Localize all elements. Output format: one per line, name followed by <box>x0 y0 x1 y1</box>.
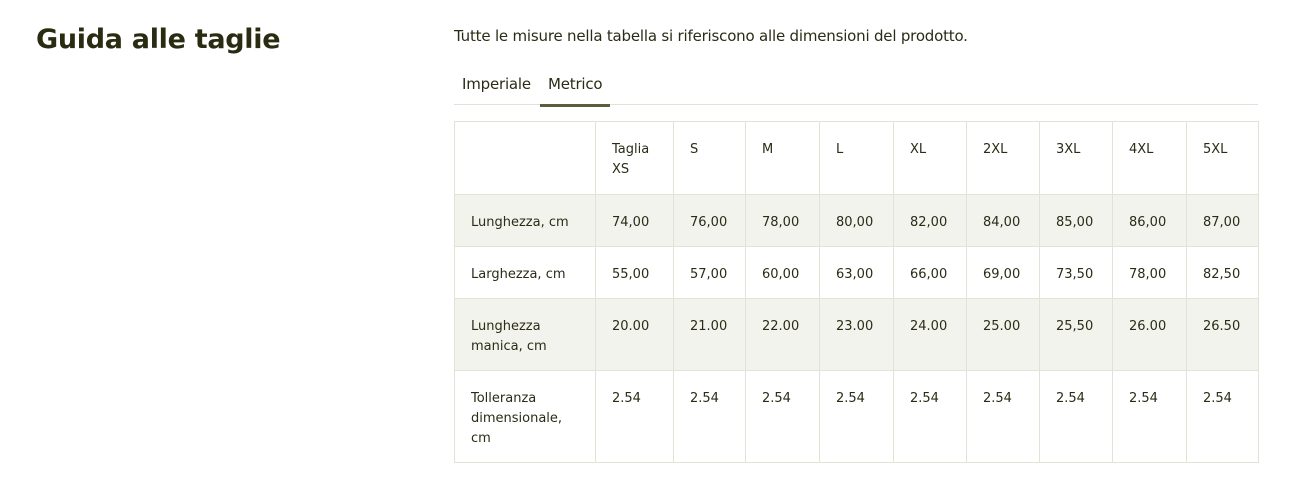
size-header: 4XL <box>1112 121 1187 195</box>
size-header: L <box>819 121 894 195</box>
table-row: Lunghezza manica, cm 20.00 21.00 22.00 23.00… <box>454 298 1259 371</box>
measurement-cell: 21.00 <box>673 298 746 371</box>
size-header: 5XL <box>1186 121 1259 195</box>
measurement-cell: 55,00 <box>595 246 674 299</box>
table-row: Lunghezza, cm 74,00 76,00 78,00 80,00 82,00 84… <box>454 194 1259 247</box>
row-label: Larghezza, cm <box>454 246 596 299</box>
measurement-cell: 24.00 <box>893 298 967 371</box>
row-label: Lunghezza, cm <box>454 194 596 247</box>
measurement-cell: 86,00 <box>1112 194 1187 247</box>
measurement-cell: 69,00 <box>966 246 1040 299</box>
measurement-cell: 20.00 <box>595 298 674 371</box>
page-title: Guida alle taglie <box>36 24 281 55</box>
measurement-cell: 2.54 <box>819 370 894 463</box>
tab-imperiale[interactable]: Imperiale <box>462 75 531 93</box>
tab-metrico[interactable]: Metrico <box>540 75 611 107</box>
measurement-cell: 80,00 <box>819 194 894 247</box>
header-row: Taglia XS S M L XL 2XL 3XL 4XL 5XL <box>454 121 1259 195</box>
measurement-cell: 2.54 <box>673 370 746 463</box>
measurement-cell: 2.54 <box>595 370 674 463</box>
measurement-cell: 2.54 <box>1112 370 1187 463</box>
measurement-cell: 57,00 <box>673 246 746 299</box>
measurement-cell: 2.54 <box>893 370 967 463</box>
size-header: Taglia XS <box>595 121 674 195</box>
measurement-cell: 2.54 <box>745 370 820 463</box>
measurement-cell: 82,00 <box>893 194 967 247</box>
measurement-cell: 78,00 <box>1112 246 1187 299</box>
size-header: S <box>673 121 746 195</box>
measurement-cell: 25,50 <box>1039 298 1113 371</box>
measurement-cell: 2.54 <box>966 370 1040 463</box>
size-header: M <box>745 121 820 195</box>
row-label: Lunghezza manica, cm <box>454 298 596 371</box>
measurement-cell: 22.00 <box>745 298 820 371</box>
measurement-cell: 60,00 <box>745 246 820 299</box>
measurement-cell: 2.54 <box>1039 370 1113 463</box>
measurement-cell: 66,00 <box>893 246 967 299</box>
measurement-cell: 76,00 <box>673 194 746 247</box>
measurement-cell: 63,00 <box>819 246 894 299</box>
measurement-cell: 26.00 <box>1112 298 1187 371</box>
row-label: Tolleranza dimensionale, cm <box>454 370 596 463</box>
intro-text: Tutte le misure nella tabella si riferis… <box>454 27 968 45</box>
measurement-cell: 85,00 <box>1039 194 1113 247</box>
measurement-cell: 78,00 <box>745 194 820 247</box>
measurement-cell: 23.00 <box>819 298 894 371</box>
size-header: XL <box>893 121 967 195</box>
measurement-cell: 25.00 <box>966 298 1040 371</box>
size-table: Taglia XS S M L XL 2XL 3XL 4XL 5XL Lunghezza, cm 7… <box>454 121 1259 463</box>
measurement-cell: 74,00 <box>595 194 674 247</box>
unit-tabs: Imperiale Metrico <box>454 70 1258 107</box>
table-row: Larghezza, cm 55,00 57,00 60,00 63,00 66,00 69… <box>454 246 1259 299</box>
measurement-cell: 82,50 <box>1186 246 1259 299</box>
measurement-cell: 84,00 <box>966 194 1040 247</box>
empty-header <box>454 121 596 195</box>
table-row: Tolleranza dimensionale, cm 2.54 2.54 2.54 2… <box>454 370 1259 463</box>
measurement-cell: 73,50 <box>1039 246 1113 299</box>
measurement-cell: 2.54 <box>1186 370 1259 463</box>
size-header: 3XL <box>1039 121 1113 195</box>
measurement-cell: 87,00 <box>1186 194 1259 247</box>
measurement-cell: 26.50 <box>1186 298 1259 371</box>
size-header: 2XL <box>966 121 1040 195</box>
